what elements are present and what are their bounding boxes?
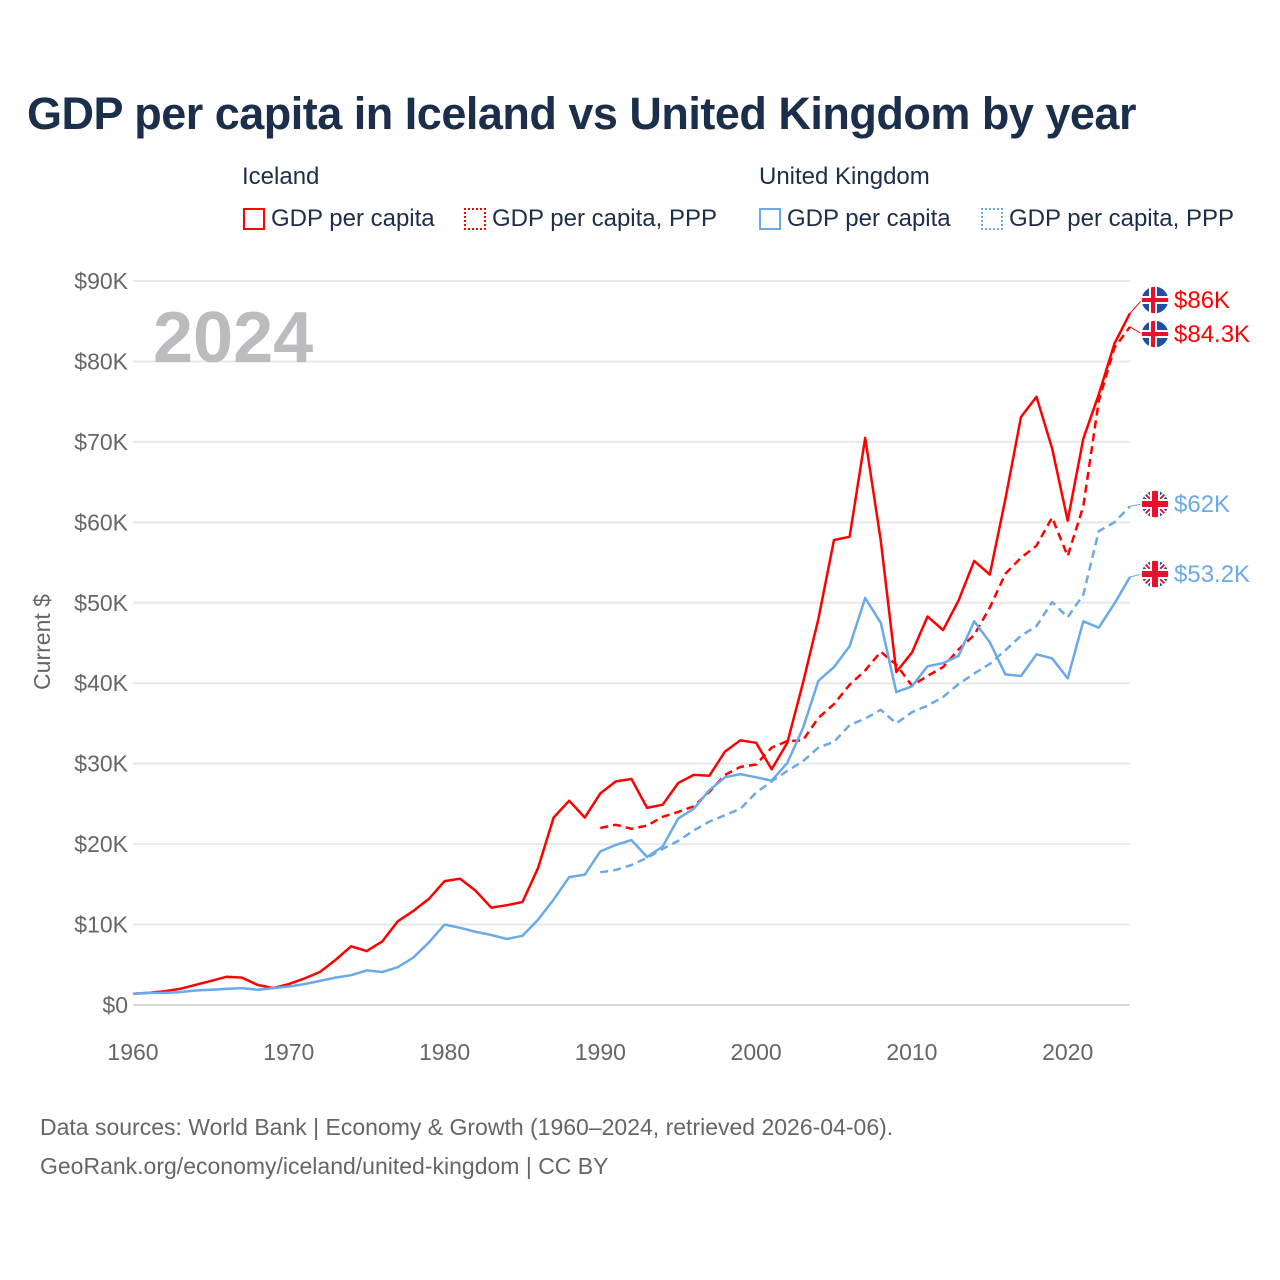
- legend-iceland-ppp[interactable]: GDP per capita, PPP: [464, 205, 717, 233]
- end-value-label: $84.3K: [1174, 321, 1250, 348]
- end-connector: [1129, 503, 1143, 507]
- x-tick-label: 2020: [1042, 1039, 1093, 1065]
- series-line-3: [600, 505, 1131, 874]
- uk-flag-icon: [1140, 489, 1170, 519]
- legend-label: GDP per capita: [271, 205, 435, 232]
- y-tick-label: $20K: [74, 831, 128, 857]
- legend-swatch-dotted-blue: [981, 208, 1003, 230]
- x-tick-label: 2000: [731, 1039, 782, 1065]
- legend-swatch-solid-red: [243, 208, 265, 230]
- y-axis-label: Current $: [29, 594, 55, 690]
- end-connector: [1129, 326, 1143, 335]
- x-tick-label: 1980: [419, 1039, 470, 1065]
- x-tick-label: 2010: [886, 1039, 937, 1065]
- x-tick-label: 1960: [107, 1039, 158, 1065]
- uk-flag-icon: [1140, 559, 1170, 589]
- y-tick-label: $10K: [74, 912, 128, 938]
- legend-uk-gdp[interactable]: GDP per capita: [759, 205, 951, 233]
- footer-sources: Data sources: World Bank | Economy & Gro…: [40, 1114, 894, 1140]
- end-value-label: $86K: [1174, 287, 1230, 314]
- end-value-label: $62K: [1174, 491, 1230, 518]
- legend-iceland-gdp[interactable]: GDP per capita: [243, 205, 435, 233]
- y-tick-label: $80K: [74, 348, 128, 374]
- footer: Data sources: World Bank | Economy & Gro…: [40, 1108, 893, 1186]
- y-tick-label: $90K: [74, 268, 128, 294]
- footer-link[interactable]: GeoRank.org/economy/iceland/united-kingd…: [40, 1153, 609, 1179]
- y-tick-label: $40K: [74, 670, 128, 696]
- legend-swatch-dotted-red: [464, 208, 486, 230]
- legend-label: GDP per capita: [787, 205, 951, 232]
- iceland-flag-icon: [1140, 285, 1170, 315]
- y-tick-label: $0: [102, 992, 128, 1018]
- legend-label: GDP per capita, PPP: [1009, 205, 1234, 232]
- legend-label: GDP per capita, PPP: [492, 205, 717, 232]
- series-line-1: [600, 326, 1132, 831]
- x-tick-label: 1990: [575, 1039, 626, 1065]
- y-tick-label: $50K: [74, 590, 128, 616]
- legend-uk-ppp[interactable]: GDP per capita, PPP: [981, 205, 1234, 233]
- x-tick-label: 1970: [263, 1039, 314, 1065]
- legend-swatch-solid-blue: [759, 208, 781, 230]
- year-watermark: 2024: [153, 298, 313, 378]
- legend-group-uk: United Kingdom: [759, 163, 930, 190]
- end-connector: [1129, 573, 1143, 578]
- series-line-2: [132, 576, 1132, 995]
- legend-group-iceland: Iceland: [242, 163, 320, 190]
- series-line-0: [132, 312, 1132, 995]
- y-tick-label: $70K: [74, 429, 128, 455]
- iceland-flag-icon: [1140, 319, 1170, 349]
- y-tick-label: $30K: [74, 751, 128, 777]
- end-connector: [1129, 299, 1143, 314]
- y-tick-label: $60K: [74, 509, 128, 535]
- end-value-label: $53.2K: [1174, 561, 1250, 588]
- chart-title: GDP per capita in Iceland vs United King…: [27, 88, 1136, 139]
